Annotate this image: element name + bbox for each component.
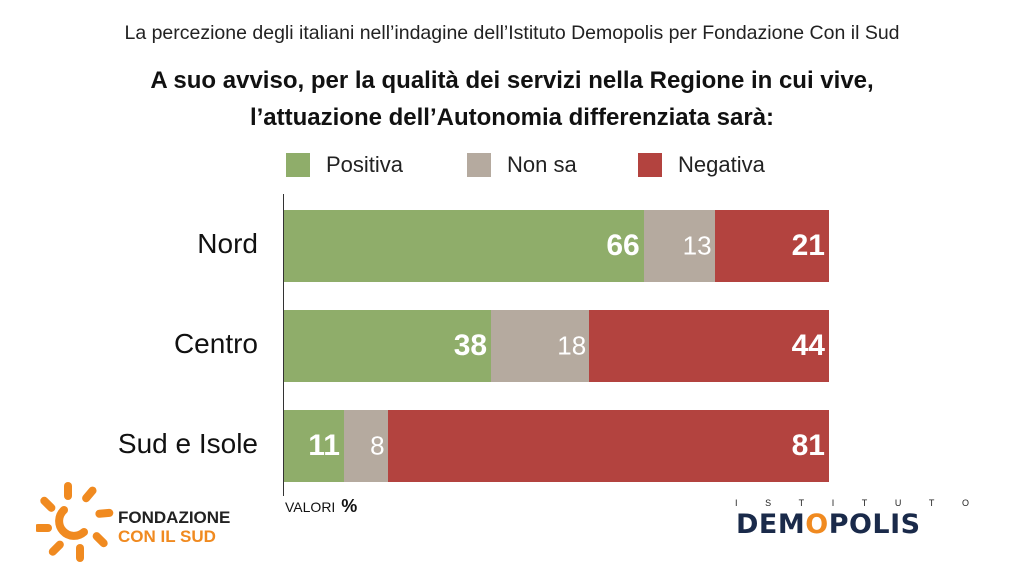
bar-sud-e-isole-negativa: 81 [387,410,829,482]
legend-item-negativa: Negativa [638,152,765,178]
bar-sud-e-isole-positiva: 11 [284,410,344,482]
demopolis-tagline-letter: S [765,498,772,508]
legend: Positiva Non sa Negativa [0,152,1024,182]
units-symbol: % [341,496,358,516]
data-label-nord-positiva: 66 [606,229,640,262]
bar-row-sud-e-isole: 11 8 81 [284,410,829,482]
demopolis-wordmark-part-1: DEM [736,509,806,540]
legend-label-negativa: Negativa [678,152,765,177]
legend-swatch-negativa [638,153,662,177]
demopolis-wordmark: DEMOPOLIS [736,509,921,540]
category-label-sud-e-isole: Sud e Isole [117,428,258,459]
bar-row-nord: 66 13 21 [284,210,829,282]
demopolis-tagline-letter: T [861,498,868,508]
data-label-sud-e-isole-non-sa: 8 [370,430,385,461]
demopolis-wordmark-part-2: POLIS [828,509,921,540]
data-label-nord-negativa: 21 [791,229,825,262]
chart-title-line-2: l’attuazione dell’Autonomia differenziat… [249,104,775,131]
data-label-sud-e-isole-positiva: 11 [308,429,340,462]
data-label-nord-non-sa: 13 [682,230,712,261]
fondazione-wordmark: FONDAZIONE CON IL SUD [118,508,230,546]
demopolis-tagline-letter: I [735,498,738,508]
fondazione-con-il-sud-logo: FONDAZIONE CON IL SUD [34,478,236,566]
data-label-sud-e-isole-negativa: 81 [791,429,825,462]
units-label: VALORI [285,499,336,515]
data-label-centro-non-sa: 18 [557,330,587,361]
data-label-centro-negativa: 44 [791,329,825,362]
demopolis-tagline-letter: I [831,498,835,508]
bar-sud-e-isole-non-sa: 8 [343,410,388,482]
demopolis-wordmark-o: O [805,509,829,540]
legend-label-non-sa: Non sa [507,152,577,177]
bar-nord-negativa: 21 [714,210,829,282]
fondazione-wordmark-line-1: FONDAZIONE [118,508,231,527]
bar-centro-negativa: 44 [589,310,829,382]
demopolis-tagline-letter: U [894,498,902,508]
sun-icon [34,482,114,562]
data-label-centro-positiva: 38 [453,329,488,362]
chart-subtitle: La percezione degli italiani nell’indagi… [124,22,900,44]
bar-centro-non-sa: 18 [491,310,590,382]
bar-centro-positiva: 38 [284,310,492,382]
demopolis-tagline-letter: T [798,498,805,508]
bar-row-centro: 38 18 44 [284,310,829,382]
category-label-nord: Nord [197,228,258,259]
legend-swatch-positiva [286,153,310,177]
units-note: VALORI % [285,496,357,517]
legend-item-non-sa: Non sa [467,152,577,178]
fondazione-wordmark-line-2: CON IL SUD [118,527,216,546]
legend-swatch-non-sa [467,153,491,177]
chart-title: A suo avviso, per la qualità dei servizi… [0,62,1024,136]
chart-title-line-1: A suo avviso, per la qualità dei servizi… [150,67,874,94]
bar-nord-positiva: 66 [284,210,644,282]
bar-nord-non-sa: 13 [643,210,715,282]
legend-item-positiva: Positiva [286,152,403,178]
demopolis-tagline-letter: O [961,498,969,508]
legend-label-positiva: Positiva [326,152,404,177]
category-axis-line [283,194,284,496]
demopolis-tagline-letter: T [928,498,935,508]
category-label-centro: Centro [173,328,258,359]
